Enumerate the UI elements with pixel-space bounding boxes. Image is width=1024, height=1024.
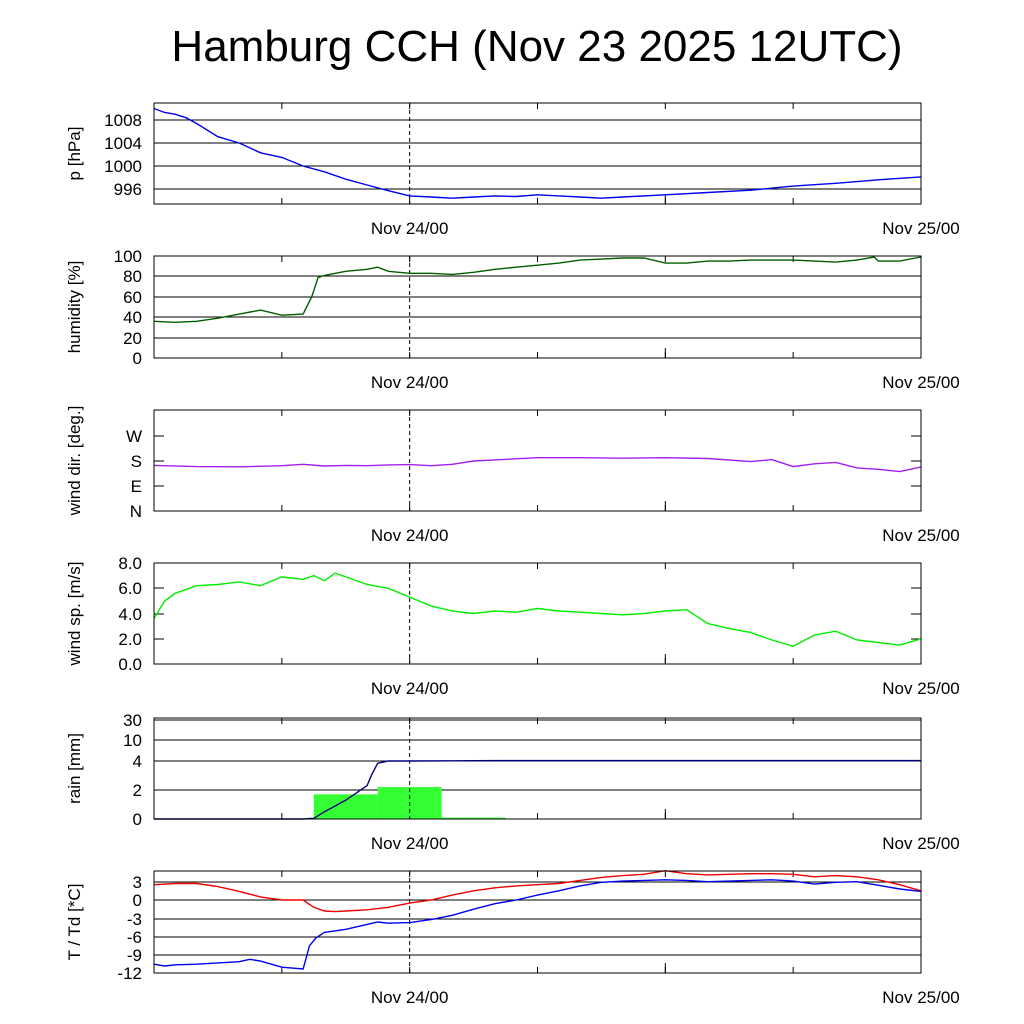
panel-3-xtick-label: Nov 24/00 (371, 526, 449, 545)
panel-4-frame (153, 562, 922, 665)
panel-5-ylabel: rain [mm] (65, 733, 84, 804)
panel-2-ylabel: humidity [%] (65, 261, 84, 354)
panel-3-ytick-label: S (131, 452, 142, 471)
panel-2-frame (153, 255, 922, 359)
panel-4-ytick-label: 0.0 (118, 655, 142, 674)
panel-3-ytick-label: W (126, 427, 142, 446)
panel-6-ytick-label: -9 (127, 946, 142, 965)
panel-5-xtick-label: Nov 24/00 (371, 834, 449, 853)
panel-3-ytick-label: E (131, 477, 142, 496)
panel-1-ylabel: p [hPa] (65, 127, 84, 181)
panel-3-ytick-label: N (130, 502, 142, 521)
panel-4-ytick-label: 2.0 (118, 630, 142, 649)
panel-1-series-line-1 (153, 107, 922, 199)
panel-4-xtick-label: Nov 24/00 (371, 679, 449, 698)
panel-2-xtick-label: Nov 25/00 (882, 373, 960, 392)
panel-6-ytick-label: -6 (127, 928, 142, 947)
panel-1-ytick-label: 996 (114, 180, 142, 199)
panel-4-ylabel: wind sp. [m/s] (65, 562, 84, 667)
panel-6-xtick-label: Nov 25/00 (882, 988, 960, 1007)
panel-5-frame (153, 717, 922, 820)
panel-6-series-line-2 (153, 879, 922, 970)
rain-bar (441, 817, 506, 819)
panel-2-ytick-label: 100 (114, 247, 142, 266)
panel-5-ytick-label: 30 (123, 711, 142, 730)
panel-3-series-line-1 (153, 456, 922, 473)
panel-1-ytick-label: 1008 (104, 111, 142, 130)
panel-5-ytick-label: 10 (123, 731, 142, 750)
panel-2-xtick-label: Nov 24/00 (371, 373, 449, 392)
panel-6-ylabel: T / Td [*C] (65, 884, 84, 961)
panel-6-ytick-label: 0 (133, 891, 142, 910)
panel-6-ytick-label: -12 (117, 964, 142, 983)
panel-5-xtick-label: Nov 25/00 (882, 834, 960, 853)
rain-bar (313, 794, 378, 819)
panel-3-frame (153, 409, 922, 512)
panel-5-ytick-label: 2 (133, 781, 142, 800)
panel-6-xtick-label: Nov 24/00 (371, 988, 449, 1007)
panel-2-ytick-label: 40 (123, 308, 142, 327)
panel-5-ytick-label: 0 (133, 810, 142, 829)
panel-2-ytick-label: 20 (123, 329, 142, 348)
panel-2-ytick-label: 60 (123, 288, 142, 307)
panel-1-ytick-label: 1000 (104, 157, 142, 176)
panel-5-series-line-1 (154, 759, 921, 820)
panel-6-series-line-1 (153, 869, 922, 913)
panel-6-ytick-label: -3 (127, 910, 142, 929)
panel-4-series-line-1 (153, 572, 922, 648)
page-title: Hamburg CCH (Nov 23 2025 12UTC) (171, 22, 903, 71)
panel-4-ytick-label: 4.0 (118, 605, 142, 624)
panel-2-ytick-label: 80 (123, 267, 142, 286)
panel-4-ytick-label: 6.0 (118, 579, 142, 598)
panel-3-xtick-label: Nov 25/00 (882, 526, 960, 545)
panel-3-ylabel: wind dir. [deg.] (65, 406, 84, 517)
panel-1-xtick-label: Nov 24/00 (371, 219, 449, 238)
panel-6-frame (153, 870, 922, 974)
panel-2-series-line-1 (153, 256, 922, 324)
panel-4-ytick-label: 8.0 (118, 554, 142, 573)
panel-2-ytick-label: 0 (133, 349, 142, 368)
panel-5-ytick-label: 4 (133, 752, 142, 771)
panel-6-ytick-label: 3 (133, 873, 142, 892)
panel-4-xtick-label: Nov 25/00 (882, 679, 960, 698)
panel-1-frame (153, 102, 922, 205)
panel-1-xtick-label: Nov 25/00 (882, 219, 960, 238)
panel-1-ytick-label: 1004 (104, 134, 142, 153)
